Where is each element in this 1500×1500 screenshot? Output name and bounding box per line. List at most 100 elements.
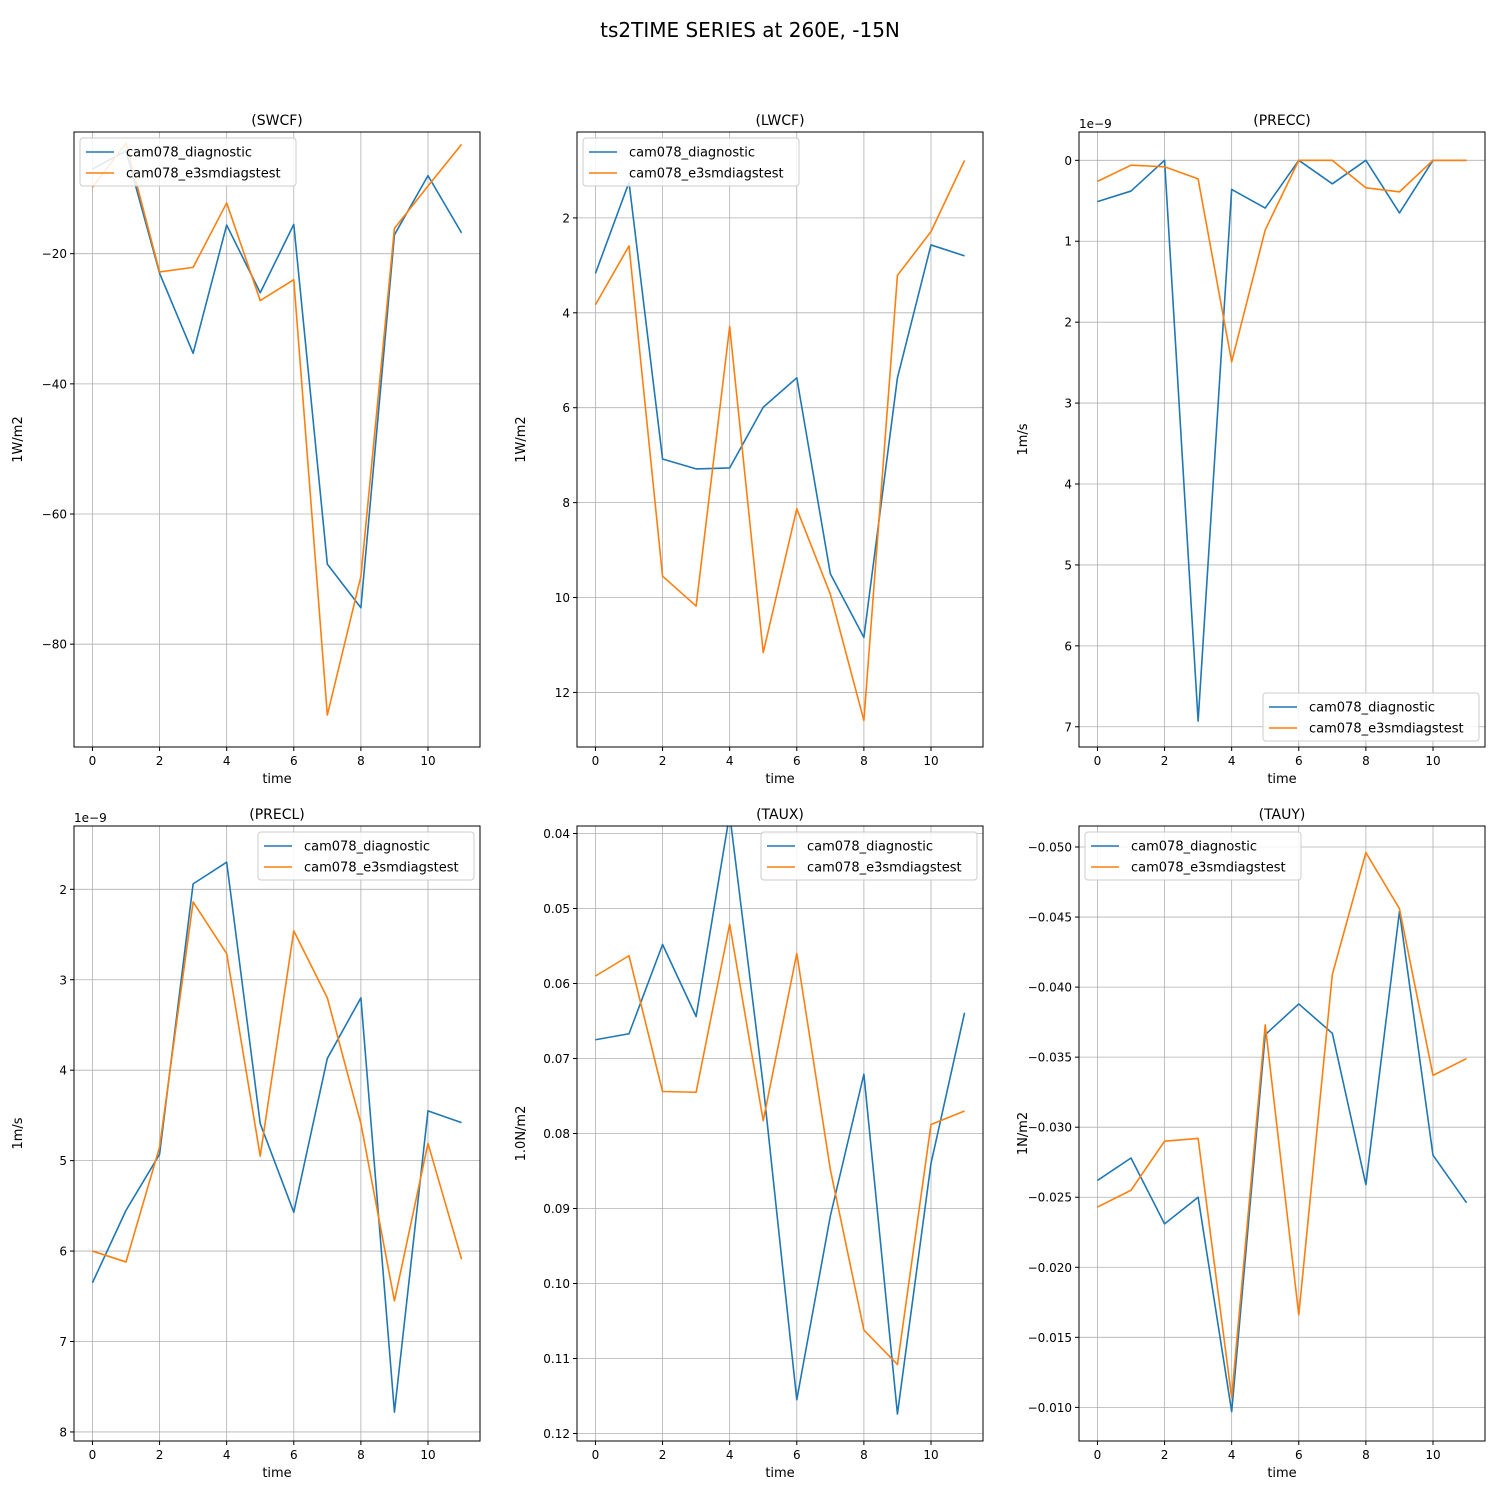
- x-tick-label: 10: [923, 1448, 938, 1462]
- subplot-title: (TAUX): [756, 807, 804, 823]
- series-line-cam078_e3smdiagstest: [1097, 159, 1467, 363]
- subplot-taux: 0 2 4 6 8 10 0.04 0.05 0.06 0.07 0.08 0.09 0.10 0.11 0…: [514, 807, 984, 1481]
- x-axis-label: time: [1267, 772, 1296, 787]
- x-tick-label: 10: [420, 754, 435, 768]
- series-line-cam078_e3smdiagstest: [91, 142, 463, 716]
- y-axis-label: 1m/s: [1016, 423, 1031, 455]
- legend: cam078_diagnostic cam078_e3smdiagstest: [1262, 692, 1480, 742]
- x-tick-label: 2: [156, 1448, 164, 1462]
- x-tick-label: 8: [357, 1448, 365, 1462]
- legend-box: [257, 831, 475, 881]
- legend-box: [760, 831, 978, 881]
- y-tick-label: 0.06: [543, 977, 570, 991]
- legend: cam078_diagnostic cam078_e3smdiagstest: [760, 831, 978, 881]
- series-line-cam078_diagnostic: [594, 181, 965, 639]
- legend-label: cam078_e3smdiagstest: [304, 861, 459, 876]
- y-tick-label: 0.10: [543, 1277, 570, 1291]
- axes-frame: [1078, 825, 1486, 1442]
- y-tick-label: 6: [59, 1245, 67, 1259]
- x-tick-label: 2: [1161, 1448, 1169, 1462]
- legend-label: cam078_diagnostic: [1131, 840, 1257, 855]
- legend: cam078_diagnostic cam078_e3smdiagstest: [582, 137, 800, 187]
- x-tick-label: 6: [1295, 754, 1303, 768]
- y-tick-label: −20: [42, 247, 67, 261]
- x-tick-label: 4: [1228, 1448, 1236, 1462]
- legend-box: [79, 137, 297, 187]
- x-tick-label: 6: [1295, 1448, 1303, 1462]
- subplot-lwcf: 0 2 4 6 8 10 2 4 6 8 10 12 (LWCF) time 1W/m2 cam078_dia…: [514, 113, 984, 787]
- axes-frame: [73, 825, 481, 1442]
- legend-label: cam078_e3smdiagstest: [126, 167, 281, 182]
- series-line-cam078_e3smdiagstest: [595, 923, 965, 1366]
- x-tick-label: 0: [592, 1448, 600, 1462]
- y-tick-label: 0.11: [543, 1352, 570, 1366]
- axes-frame: [576, 131, 984, 748]
- y-tick-label: 2: [1064, 316, 1072, 330]
- y-tick-label: 12: [555, 686, 570, 700]
- subplot-precc: 0 2 4 6 8 10 0 1 2 3 4 5 6 7 (PRECC) time 1m/s 1e−9 cam078…: [1016, 113, 1486, 787]
- x-tick-label: 8: [860, 1448, 868, 1462]
- y-offset-text: 1e−9: [74, 811, 107, 825]
- x-tick-label: 10: [923, 754, 938, 768]
- legend: cam078_diagnostic cam078_e3smdiagstest: [257, 831, 475, 881]
- y-tick-label: 0.12: [543, 1427, 570, 1441]
- series-line-cam078_diagnostic: [595, 826, 966, 1415]
- series-line-cam078_e3smdiagstest: [1097, 851, 1467, 1399]
- x-tick-label: 4: [726, 754, 734, 768]
- x-tick-label: 4: [223, 1448, 231, 1462]
- y-tick-label: 0.04: [543, 827, 570, 841]
- subplot-title: (PRECC): [1253, 113, 1311, 129]
- y-axis-label: 1W/m2: [514, 416, 529, 462]
- y-tick-label: −0.030: [1028, 1121, 1072, 1135]
- y-tick-label: −0.035: [1028, 1051, 1072, 1065]
- y-tick-label: 3: [59, 973, 67, 987]
- legend-box: [1084, 831, 1302, 881]
- x-tick-label: 2: [1161, 754, 1169, 768]
- y-tick-label: −0.050: [1028, 841, 1072, 855]
- x-tick-label: 8: [357, 754, 365, 768]
- y-offset-text: 1e−9: [1079, 117, 1112, 131]
- subplot-precl: 0 2 4 6 8 10 2 3 4 5 6 7 8 (PRECL) time 1m/s 1e−9 cam078_…: [11, 807, 481, 1481]
- subplot-grid: 0 2 4 6 8 10−20−40−60−80(SWCF)time1W/m2cam078…: [11, 113, 1486, 1481]
- y-tick-label: −0.025: [1028, 1191, 1072, 1205]
- x-tick-label: 0: [89, 754, 97, 768]
- y-tick-label: −0.020: [1028, 1261, 1072, 1275]
- x-tick-label: 2: [156, 754, 164, 768]
- y-tick-label: 5: [59, 1154, 67, 1168]
- x-tick-label: 6: [290, 754, 298, 768]
- legend-label: cam078_diagnostic: [1309, 701, 1435, 716]
- y-axis-label: 1N/m2: [1016, 1112, 1031, 1155]
- y-tick-label: 4: [562, 306, 570, 320]
- series-line-cam078_diagnostic: [1097, 159, 1467, 722]
- legend: cam078_diagnostic cam078_e3smdiagstest: [1084, 831, 1302, 881]
- x-axis-label: time: [262, 1466, 291, 1481]
- x-tick-label: 4: [223, 754, 231, 768]
- y-tick-label: 0.05: [543, 902, 570, 916]
- legend-label: cam078_diagnostic: [629, 146, 755, 161]
- subplot-title: (SWCF): [251, 113, 302, 129]
- series-line-cam078_diagnostic: [1097, 910, 1468, 1413]
- y-tick-label: −80: [42, 638, 67, 652]
- x-tick-label: 6: [793, 754, 801, 768]
- subplot-tauy: 0 2 4 6 8 10 −0.050 −0.045 −0.040 −0.035 −0.030 −0.…: [1016, 807, 1486, 1481]
- series-line-cam078_e3smdiagstest: [92, 901, 463, 1302]
- x-tick-label: 10: [1425, 1448, 1440, 1462]
- y-tick-label: 7: [59, 1335, 67, 1349]
- y-tick-label: 7: [1064, 720, 1072, 734]
- y-axis-label: 1W/m2: [11, 416, 26, 462]
- y-tick-label: −60: [42, 508, 67, 522]
- legend-label: cam078_diagnostic: [126, 146, 252, 161]
- x-axis-label: time: [765, 772, 794, 787]
- x-tick-label: 2: [659, 1448, 667, 1462]
- y-tick-label: 4: [1064, 478, 1072, 492]
- legend-box: [582, 137, 800, 187]
- y-tick-label: 3: [1064, 397, 1072, 411]
- y-tick-label: 8: [59, 1425, 67, 1439]
- y-tick-label: 5: [1064, 558, 1072, 572]
- x-tick-label: 2: [659, 754, 667, 768]
- y-tick-label: 6: [1064, 639, 1072, 653]
- y-tick-label: −0.045: [1028, 911, 1072, 925]
- y-tick-label: −0.010: [1028, 1401, 1072, 1415]
- x-tick-label: 0: [592, 754, 600, 768]
